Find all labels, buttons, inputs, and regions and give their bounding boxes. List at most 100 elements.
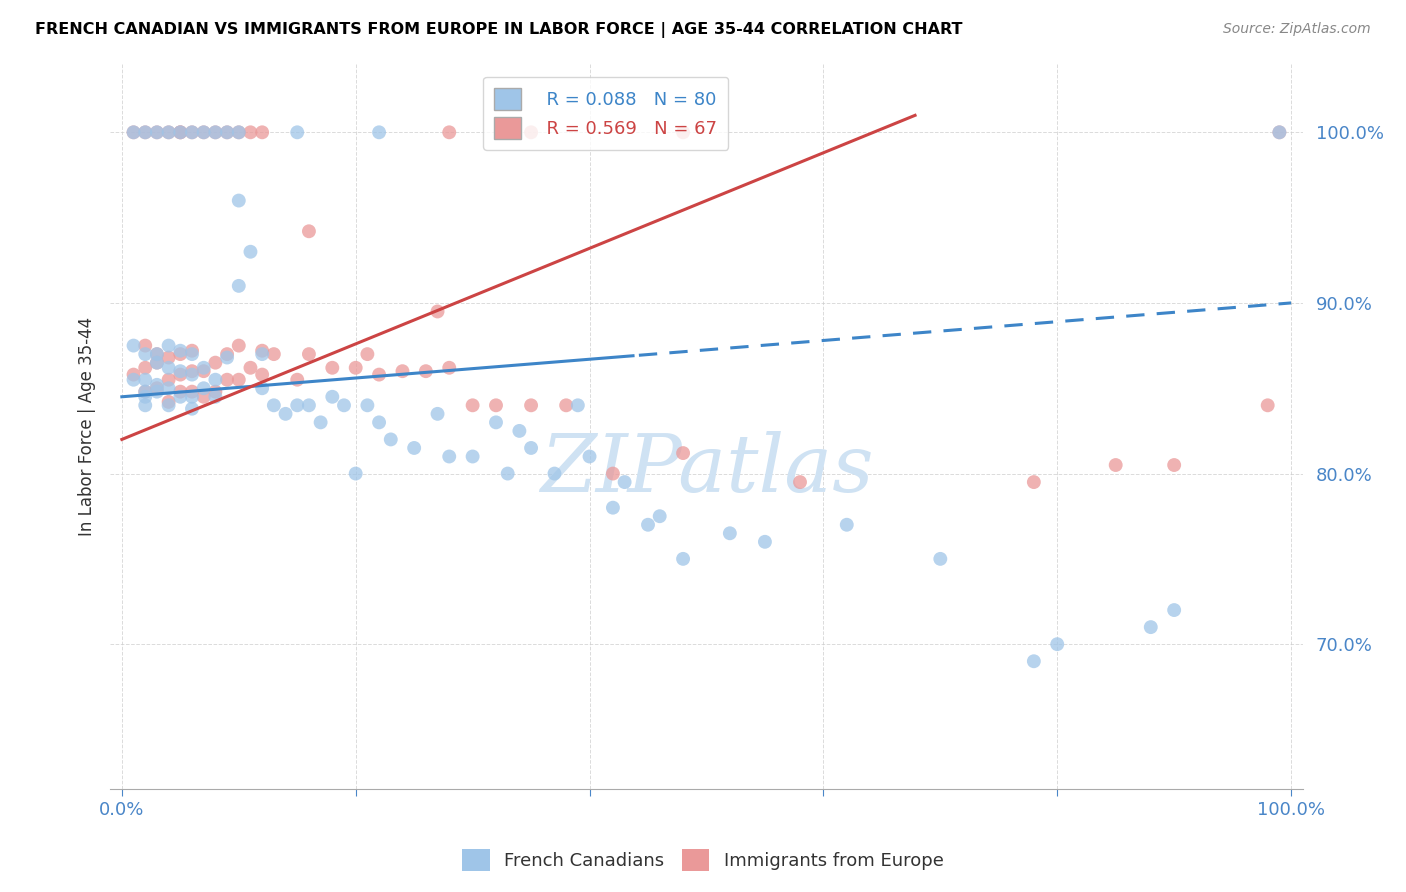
- Point: [485, 416, 508, 430]
- Point: [239, 360, 262, 375]
- Point: [368, 416, 391, 430]
- Point: [228, 338, 250, 352]
- Point: [181, 384, 204, 399]
- Point: [391, 364, 413, 378]
- Point: [169, 125, 191, 139]
- Point: [250, 125, 273, 139]
- Point: [134, 347, 156, 361]
- Point: [217, 125, 239, 139]
- Point: [122, 125, 145, 139]
- Point: [285, 125, 308, 139]
- Point: [146, 125, 169, 139]
- Point: [439, 360, 461, 375]
- Point: [439, 125, 461, 139]
- Point: [368, 368, 391, 382]
- Point: [157, 338, 180, 352]
- Point: [157, 125, 180, 139]
- Point: [404, 441, 426, 455]
- Point: [567, 398, 589, 412]
- Point: [298, 398, 321, 412]
- Point: [181, 368, 204, 382]
- Point: [146, 347, 169, 361]
- Point: [228, 373, 250, 387]
- Point: [485, 398, 508, 412]
- Point: [344, 467, 367, 481]
- Point: [217, 351, 239, 365]
- Point: [1105, 458, 1128, 472]
- Point: [193, 125, 215, 139]
- Point: [496, 467, 519, 481]
- Point: [1257, 398, 1279, 412]
- Point: [285, 398, 308, 412]
- Point: [439, 450, 461, 464]
- Point: [368, 125, 391, 139]
- Point: [169, 364, 191, 378]
- Point: [1022, 475, 1045, 489]
- Point: [134, 398, 156, 412]
- Point: [228, 125, 250, 139]
- Point: [239, 125, 262, 139]
- Point: [204, 125, 226, 139]
- Point: [146, 384, 169, 399]
- Point: [146, 381, 169, 395]
- Point: [520, 125, 543, 139]
- Point: [263, 347, 285, 361]
- Point: [274, 407, 297, 421]
- Point: [461, 398, 484, 412]
- Point: [146, 377, 169, 392]
- Point: [146, 356, 169, 370]
- Point: [929, 552, 952, 566]
- Point: [1139, 620, 1161, 634]
- Point: [181, 125, 204, 139]
- Point: [193, 360, 215, 375]
- Point: [754, 534, 776, 549]
- Point: [602, 500, 624, 515]
- Point: [134, 125, 156, 139]
- Point: [672, 125, 695, 139]
- Legend:   R = 0.088   N = 80,   R = 0.569   N = 67: R = 0.088 N = 80, R = 0.569 N = 67: [482, 77, 728, 150]
- Point: [263, 398, 285, 412]
- Point: [181, 364, 204, 378]
- Point: [250, 381, 273, 395]
- Point: [169, 125, 191, 139]
- Point: [157, 373, 180, 387]
- Point: [1268, 125, 1291, 139]
- Point: [122, 368, 145, 382]
- Legend: French Canadians, Immigrants from Europe: French Canadians, Immigrants from Europe: [456, 842, 950, 879]
- Point: [672, 446, 695, 460]
- Point: [228, 194, 250, 208]
- Point: [239, 244, 262, 259]
- Point: [648, 509, 671, 524]
- Point: [181, 347, 204, 361]
- Point: [285, 373, 308, 387]
- Text: Source: ZipAtlas.com: Source: ZipAtlas.com: [1223, 22, 1371, 37]
- Point: [134, 384, 156, 399]
- Point: [321, 390, 343, 404]
- Point: [157, 360, 180, 375]
- Point: [169, 125, 191, 139]
- Point: [380, 433, 402, 447]
- Text: ZIPatlas: ZIPatlas: [540, 432, 873, 509]
- Point: [157, 351, 180, 365]
- Point: [169, 368, 191, 382]
- Point: [1268, 125, 1291, 139]
- Point: [613, 475, 636, 489]
- Point: [134, 373, 156, 387]
- Point: [1163, 603, 1185, 617]
- Point: [309, 416, 332, 430]
- Point: [356, 347, 378, 361]
- Point: [134, 338, 156, 352]
- Point: [157, 381, 180, 395]
- Point: [333, 398, 356, 412]
- Point: [122, 338, 145, 352]
- Point: [250, 343, 273, 358]
- Point: [228, 125, 250, 139]
- Point: [146, 347, 169, 361]
- Point: [1046, 637, 1069, 651]
- Point: [672, 552, 695, 566]
- Point: [835, 517, 858, 532]
- Point: [602, 467, 624, 481]
- Point: [204, 356, 226, 370]
- Point: [298, 224, 321, 238]
- Point: [193, 125, 215, 139]
